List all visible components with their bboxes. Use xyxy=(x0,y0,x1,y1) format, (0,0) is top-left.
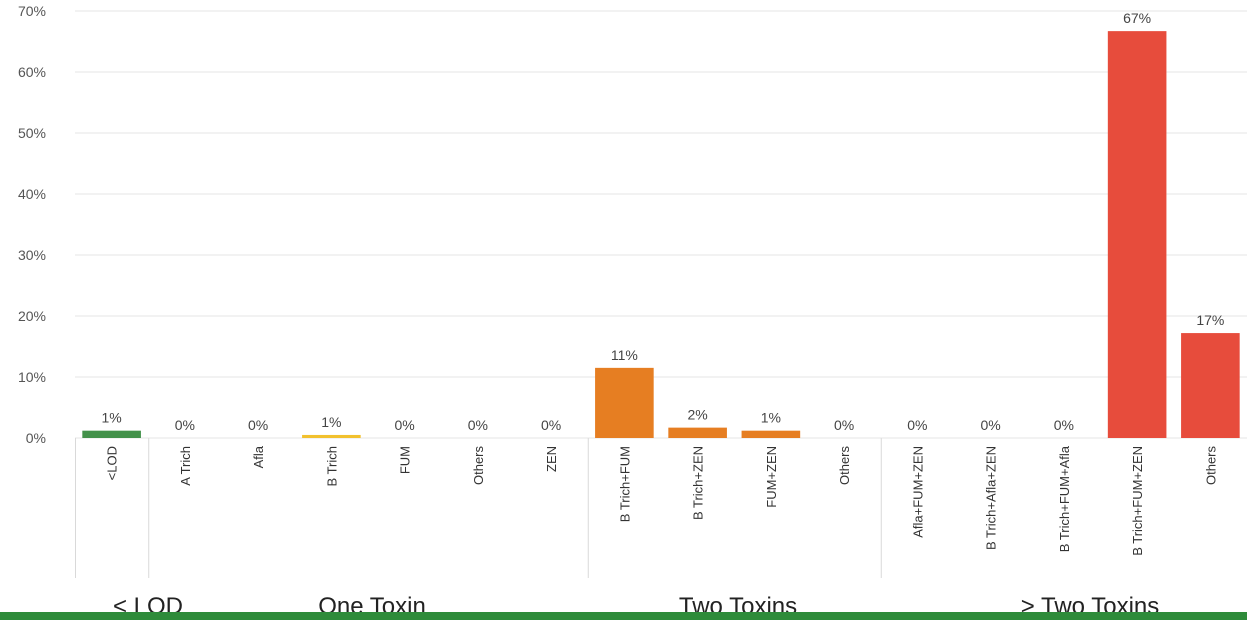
data-label: 1% xyxy=(321,414,341,430)
y-tick-label: 70% xyxy=(18,3,46,19)
bar xyxy=(82,430,141,438)
data-label: 0% xyxy=(468,417,488,433)
category-label: B Trich+FUM+ZEN xyxy=(1130,446,1145,556)
y-tick-label: 60% xyxy=(18,64,46,80)
category-label: B Trich+ZEN xyxy=(691,446,706,520)
data-label: 11% xyxy=(611,347,638,363)
bar xyxy=(1107,31,1167,438)
category-label: Others xyxy=(471,446,486,486)
category-label: B Trich+FUM+Afla xyxy=(1057,445,1072,552)
grid-lines xyxy=(75,10,1247,439)
data-label: 2% xyxy=(688,407,708,423)
category-label: A Trich xyxy=(178,446,193,486)
y-tick-label: 0% xyxy=(26,430,46,446)
category-label: <LOD xyxy=(105,446,120,480)
category-label: B Trich+Afla+ZEN xyxy=(984,446,999,550)
data-label: 0% xyxy=(907,417,927,433)
data-label: 67% xyxy=(1123,10,1151,26)
data-label: 0% xyxy=(395,417,415,433)
y-axis-ticks: 0% 10% 20% 30% 40% 50% 60% 70% xyxy=(18,3,46,446)
data-labels: 1% 0% 0% 1% 0% 0% 0% 11% 2% 1% 0% 0% 0% 0% 67% 17% xyxy=(102,10,1225,433)
bar xyxy=(741,430,801,438)
group-separators xyxy=(75,438,882,578)
bar xyxy=(668,427,727,438)
category-label: FUM+ZEN xyxy=(764,446,779,508)
category-label: FUM xyxy=(398,446,413,474)
bar xyxy=(302,434,361,438)
bar xyxy=(1181,333,1240,438)
data-label: 0% xyxy=(541,417,561,433)
bars xyxy=(82,31,1240,438)
data-label: 0% xyxy=(175,417,195,433)
data-label: 0% xyxy=(248,417,268,433)
data-label: 1% xyxy=(761,410,781,426)
category-labels: <LOD A Trich Afla B Trich FUM Others ZEN B Tric… xyxy=(105,445,1219,556)
category-label: B Trich xyxy=(324,446,339,486)
y-tick-label: 30% xyxy=(18,247,46,263)
y-tick-label: 20% xyxy=(18,308,46,324)
category-label: Afla xyxy=(251,445,266,468)
data-label: 17% xyxy=(1196,312,1224,328)
bar xyxy=(595,367,654,438)
category-label: Others xyxy=(1203,446,1218,486)
data-label: 0% xyxy=(834,417,854,433)
category-label: Others xyxy=(837,446,852,486)
data-label: 1% xyxy=(102,410,122,426)
y-tick-label: 10% xyxy=(18,369,46,385)
y-tick-label: 50% xyxy=(18,125,46,141)
category-label: B Trich+FUM xyxy=(617,446,632,522)
category-label: ZEN xyxy=(544,446,559,472)
data-label: 0% xyxy=(981,417,1001,433)
y-tick-label: 40% xyxy=(18,186,46,202)
footer-accent-bar xyxy=(0,612,1247,620)
category-label: Afla+FUM+ZEN xyxy=(910,446,925,538)
data-label: 0% xyxy=(1054,417,1074,433)
